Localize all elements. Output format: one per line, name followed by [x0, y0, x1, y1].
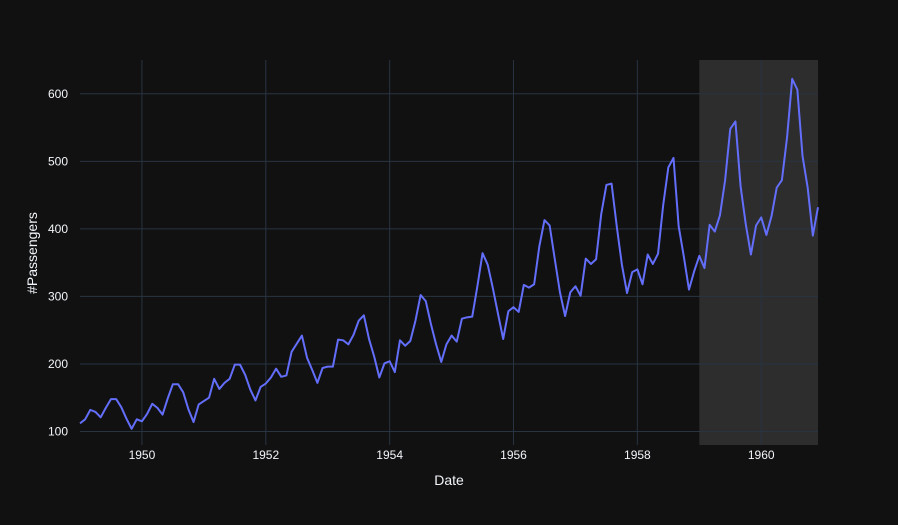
y-tick-label: 200 [48, 357, 68, 371]
x-tick-label: 1958 [624, 448, 651, 462]
passengers-series-line [79, 77, 819, 430]
y-tick-label: 400 [48, 222, 68, 236]
x-axis-title: Date [434, 472, 464, 488]
x-tick-label: 1956 [500, 448, 527, 462]
x-tick-label: 1960 [748, 448, 775, 462]
y-tick-label: 600 [48, 87, 68, 101]
x-tick-label: 1950 [129, 448, 156, 462]
plot-area[interactable]: 100 200 300 400 500 600 1950 1952 1954 1956 1958 19… [48, 60, 820, 462]
x-tick-label: 1954 [376, 448, 403, 462]
y-tick-label: 500 [48, 154, 68, 168]
y-tick-label: 100 [48, 424, 68, 438]
x-tick-label: 1952 [252, 448, 279, 462]
highlight-region [699, 60, 818, 445]
y-tick-label: 300 [48, 289, 68, 303]
y-axis-title: #Passengers [24, 212, 40, 294]
